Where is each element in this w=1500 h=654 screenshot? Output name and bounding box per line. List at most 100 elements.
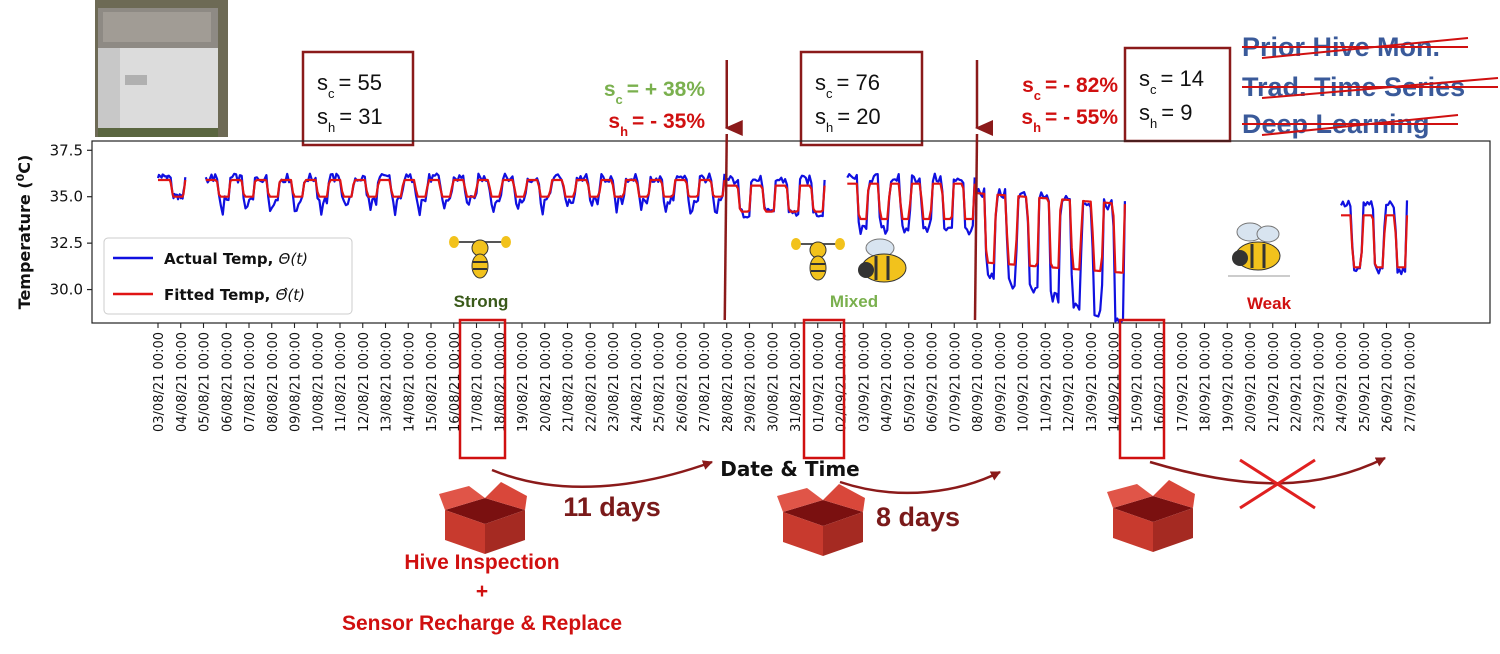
highlight-box-01-02-sep [802, 318, 846, 460]
legend-box [103, 237, 353, 315]
x-tick-label: 24/08/21 00:00 [630, 332, 645, 432]
x-tick-label: 04/08/21 00:00 [175, 332, 190, 432]
x-tick-label: 31/08/21 00:00 [789, 332, 804, 432]
x-tick-label: 04/09/21 00:00 [880, 332, 895, 432]
strong-bee-icon [449, 236, 511, 279]
x-tick-label: 17/09/21 00:00 [1176, 332, 1191, 432]
missed-interval-arrow [1149, 456, 1386, 485]
interval-arrow-2 [839, 470, 1001, 495]
score-box-frame [301, 50, 415, 147]
series-line-actual [726, 174, 826, 219]
highlight-box-15-16-sep [1118, 318, 1166, 460]
change-point-line [723, 133, 728, 321]
x-tick-label: 10/08/21 00:00 [311, 332, 326, 432]
x-axis: 03/08/21 00:00 04/08/21 00:00 05/08/21 00:… [152, 323, 1418, 432]
x-tick-label: 09/08/21 00:00 [289, 332, 304, 432]
interval-label-11-days: 11 days [563, 492, 661, 522]
inspection-date-highlights [458, 318, 1166, 460]
x-tick-label: 28/08/21 00:00 [721, 332, 736, 432]
mixed-bee-icons [791, 238, 907, 283]
score-h: sh = 20 [815, 104, 881, 135]
x-tick-label: 25/08/21 00:00 [653, 332, 668, 432]
x-tick-label: 01/09/21 00:00 [812, 332, 827, 432]
x-tick-label: 15/08/21 00:00 [425, 332, 440, 432]
x-tick-label: 13/09/21 00:00 [1085, 332, 1100, 432]
x-tick-label: 15/09/21 00:00 [1130, 332, 1145, 432]
x-tick-label: 12/08/21 00:00 [357, 332, 372, 432]
x-tick-label: 22/08/21 00:00 [584, 332, 599, 432]
x-tick-label: 21/08/21 00:00 [562, 332, 577, 432]
series-lines [156, 172, 1409, 324]
change-score-h: sh = - 55% [1021, 106, 1118, 135]
strike-line [1261, 114, 1459, 136]
series-line-fitted [847, 182, 976, 221]
y-tick-label: 32.5 [50, 234, 83, 252]
x-tick-label: 12/09/21 00:00 [1062, 332, 1077, 432]
x-tick-label: 26/08/21 00:00 [675, 332, 690, 432]
inspection-interval-arrows [491, 456, 1386, 510]
open-box-icon [1107, 480, 1195, 552]
strike-line [1261, 77, 1499, 99]
x-tick-label: 19/09/21 00:00 [1221, 332, 1236, 432]
open-box-icon [777, 484, 865, 556]
open-box-icon [439, 482, 527, 554]
weak-bee-icon [1228, 222, 1290, 277]
strike-line [1261, 37, 1469, 59]
x-tick-label: 11/08/21 00:00 [334, 332, 349, 432]
score-c: sc = 55 [317, 70, 382, 101]
score-c: sc = 76 [815, 70, 880, 101]
x-tick-label: 08/09/21 00:00 [971, 332, 986, 432]
x-tick-label: 22/09/21 00:00 [1290, 332, 1305, 432]
x-tick-label: 25/09/21 00:00 [1358, 332, 1373, 432]
colony-state-strong: Strong [454, 292, 509, 311]
x-tick-label: 30/08/21 00:00 [766, 332, 781, 432]
change-score-c: sc = + 38% [604, 78, 705, 107]
x-tick-label: 06/08/21 00:00 [220, 332, 235, 432]
score-c: sc = 14 [1139, 66, 1204, 97]
x-axis-label: Date & Time [720, 457, 860, 481]
series-line-fitted [205, 178, 726, 198]
y-tick-label: 37.5 [50, 141, 83, 159]
x-tick-label: 29/08/21 00:00 [744, 332, 759, 432]
x-tick-label: 16/09/21 00:00 [1153, 332, 1168, 432]
x-tick-label: 14/08/21 00:00 [402, 332, 417, 432]
inspection-note-line1: Hive Inspection [404, 551, 559, 574]
x-tick-label: 10/09/21 00:00 [1017, 332, 1032, 432]
x-tick-label: 07/08/21 00:00 [243, 332, 258, 432]
y-tick-label: 35.0 [50, 188, 83, 206]
y-axis: 30.0 32.5 35.0 37.5 [50, 141, 92, 299]
x-tick-label: 24/09/21 00:00 [1335, 332, 1350, 432]
score-h: sh = 9 [1139, 100, 1192, 131]
legend-label-actual: Actual Temp, Θ(t) [164, 250, 308, 268]
x-tick-label: 08/08/21 00:00 [266, 332, 281, 432]
colony-state-mixed: Mixed [830, 292, 878, 311]
x-tick-label: 07/09/21 00:00 [948, 332, 963, 432]
legend-label-fitted: Fitted Temp, Θ̂(t) [164, 286, 305, 304]
colony-state-weak: Weak [1247, 294, 1292, 313]
x-tick-label: 05/08/21 00:00 [198, 332, 213, 432]
x-tick-label: 23/09/21 00:00 [1312, 332, 1327, 432]
x-tick-label: 20/08/21 00:00 [539, 332, 554, 432]
legend: Actual Temp, Θ(t) Fitted Temp, Θ̂(t) [103, 237, 353, 315]
y-tick-label: 30.0 [50, 281, 83, 299]
change-score-h: sh = - 35% [608, 110, 705, 139]
prior-methods-list: Prior Hive Mon.Trad. Time SeriesDeep Lea… [1242, 32, 1499, 139]
x-tick-label: 27/09/21 00:00 [1403, 332, 1418, 432]
x-tick-label: 02/09/21 00:00 [835, 332, 850, 432]
x-tick-label: 05/09/21 00:00 [903, 332, 918, 432]
series-line-fitted [974, 191, 1126, 274]
x-tick-label: 13/08/21 00:00 [380, 332, 395, 432]
plot-frame [91, 140, 1491, 324]
series-line-fitted [726, 184, 826, 213]
beehive-photo [95, 0, 228, 137]
y-axis-label: Temperature (0C) [14, 155, 35, 310]
x-tick-label: 17/08/21 00:00 [471, 332, 486, 432]
x-tick-label: 20/09/21 00:00 [1244, 332, 1259, 432]
score-h: sh = 31 [317, 104, 383, 135]
x-tick-label: 11/09/21 00:00 [1039, 332, 1054, 432]
x-tick-label: 18/09/21 00:00 [1199, 332, 1214, 432]
